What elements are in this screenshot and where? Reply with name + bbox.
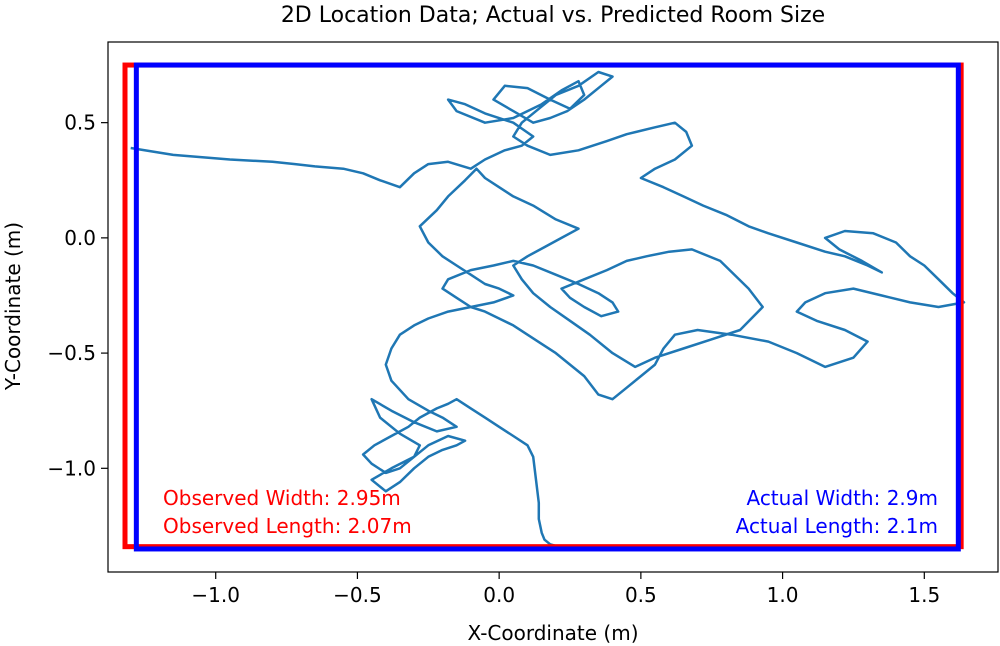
chart-title: 2D Location Data; Actual vs. Predicted R… xyxy=(281,3,825,28)
actual-room-rect xyxy=(133,62,961,552)
observed-width-annotation: Observed Width: 2.95m xyxy=(163,486,401,510)
y-axis: −1.0 −0.5 0.0 0.5 xyxy=(47,111,108,480)
actual-length-annotation: Actual Length: 2.1m xyxy=(736,514,938,538)
x-tick-label: −1.0 xyxy=(191,583,240,607)
y-tick-label: 0.5 xyxy=(64,111,96,135)
plot-frame xyxy=(107,41,999,573)
x-tick-label: 0.0 xyxy=(483,583,515,607)
y-tick-label: 0.0 xyxy=(64,226,96,250)
actual-width-annotation: Actual Width: 2.9m xyxy=(746,486,938,510)
room-rectangles xyxy=(122,62,964,552)
y-tick-label: −0.5 xyxy=(47,341,96,365)
y-axis-label: Y-Coordinate (m) xyxy=(1,222,25,391)
x-tick-label: 1.5 xyxy=(908,583,940,607)
x-tick-label: −0.5 xyxy=(333,583,382,607)
x-axis: −1.0 −0.5 0.0 0.5 1.0 1.5 xyxy=(191,572,940,607)
trajectory-line xyxy=(130,70,966,548)
y-tick-label: −1.0 xyxy=(47,456,96,480)
plot-area xyxy=(107,41,999,573)
x-axis-label: X-Coordinate (m) xyxy=(467,621,638,645)
x-tick-label: 0.5 xyxy=(625,583,657,607)
observed-length-annotation: Observed Length: 2.07m xyxy=(163,514,412,538)
trajectory-layer xyxy=(130,70,966,548)
x-tick-label: 1.0 xyxy=(767,583,799,607)
